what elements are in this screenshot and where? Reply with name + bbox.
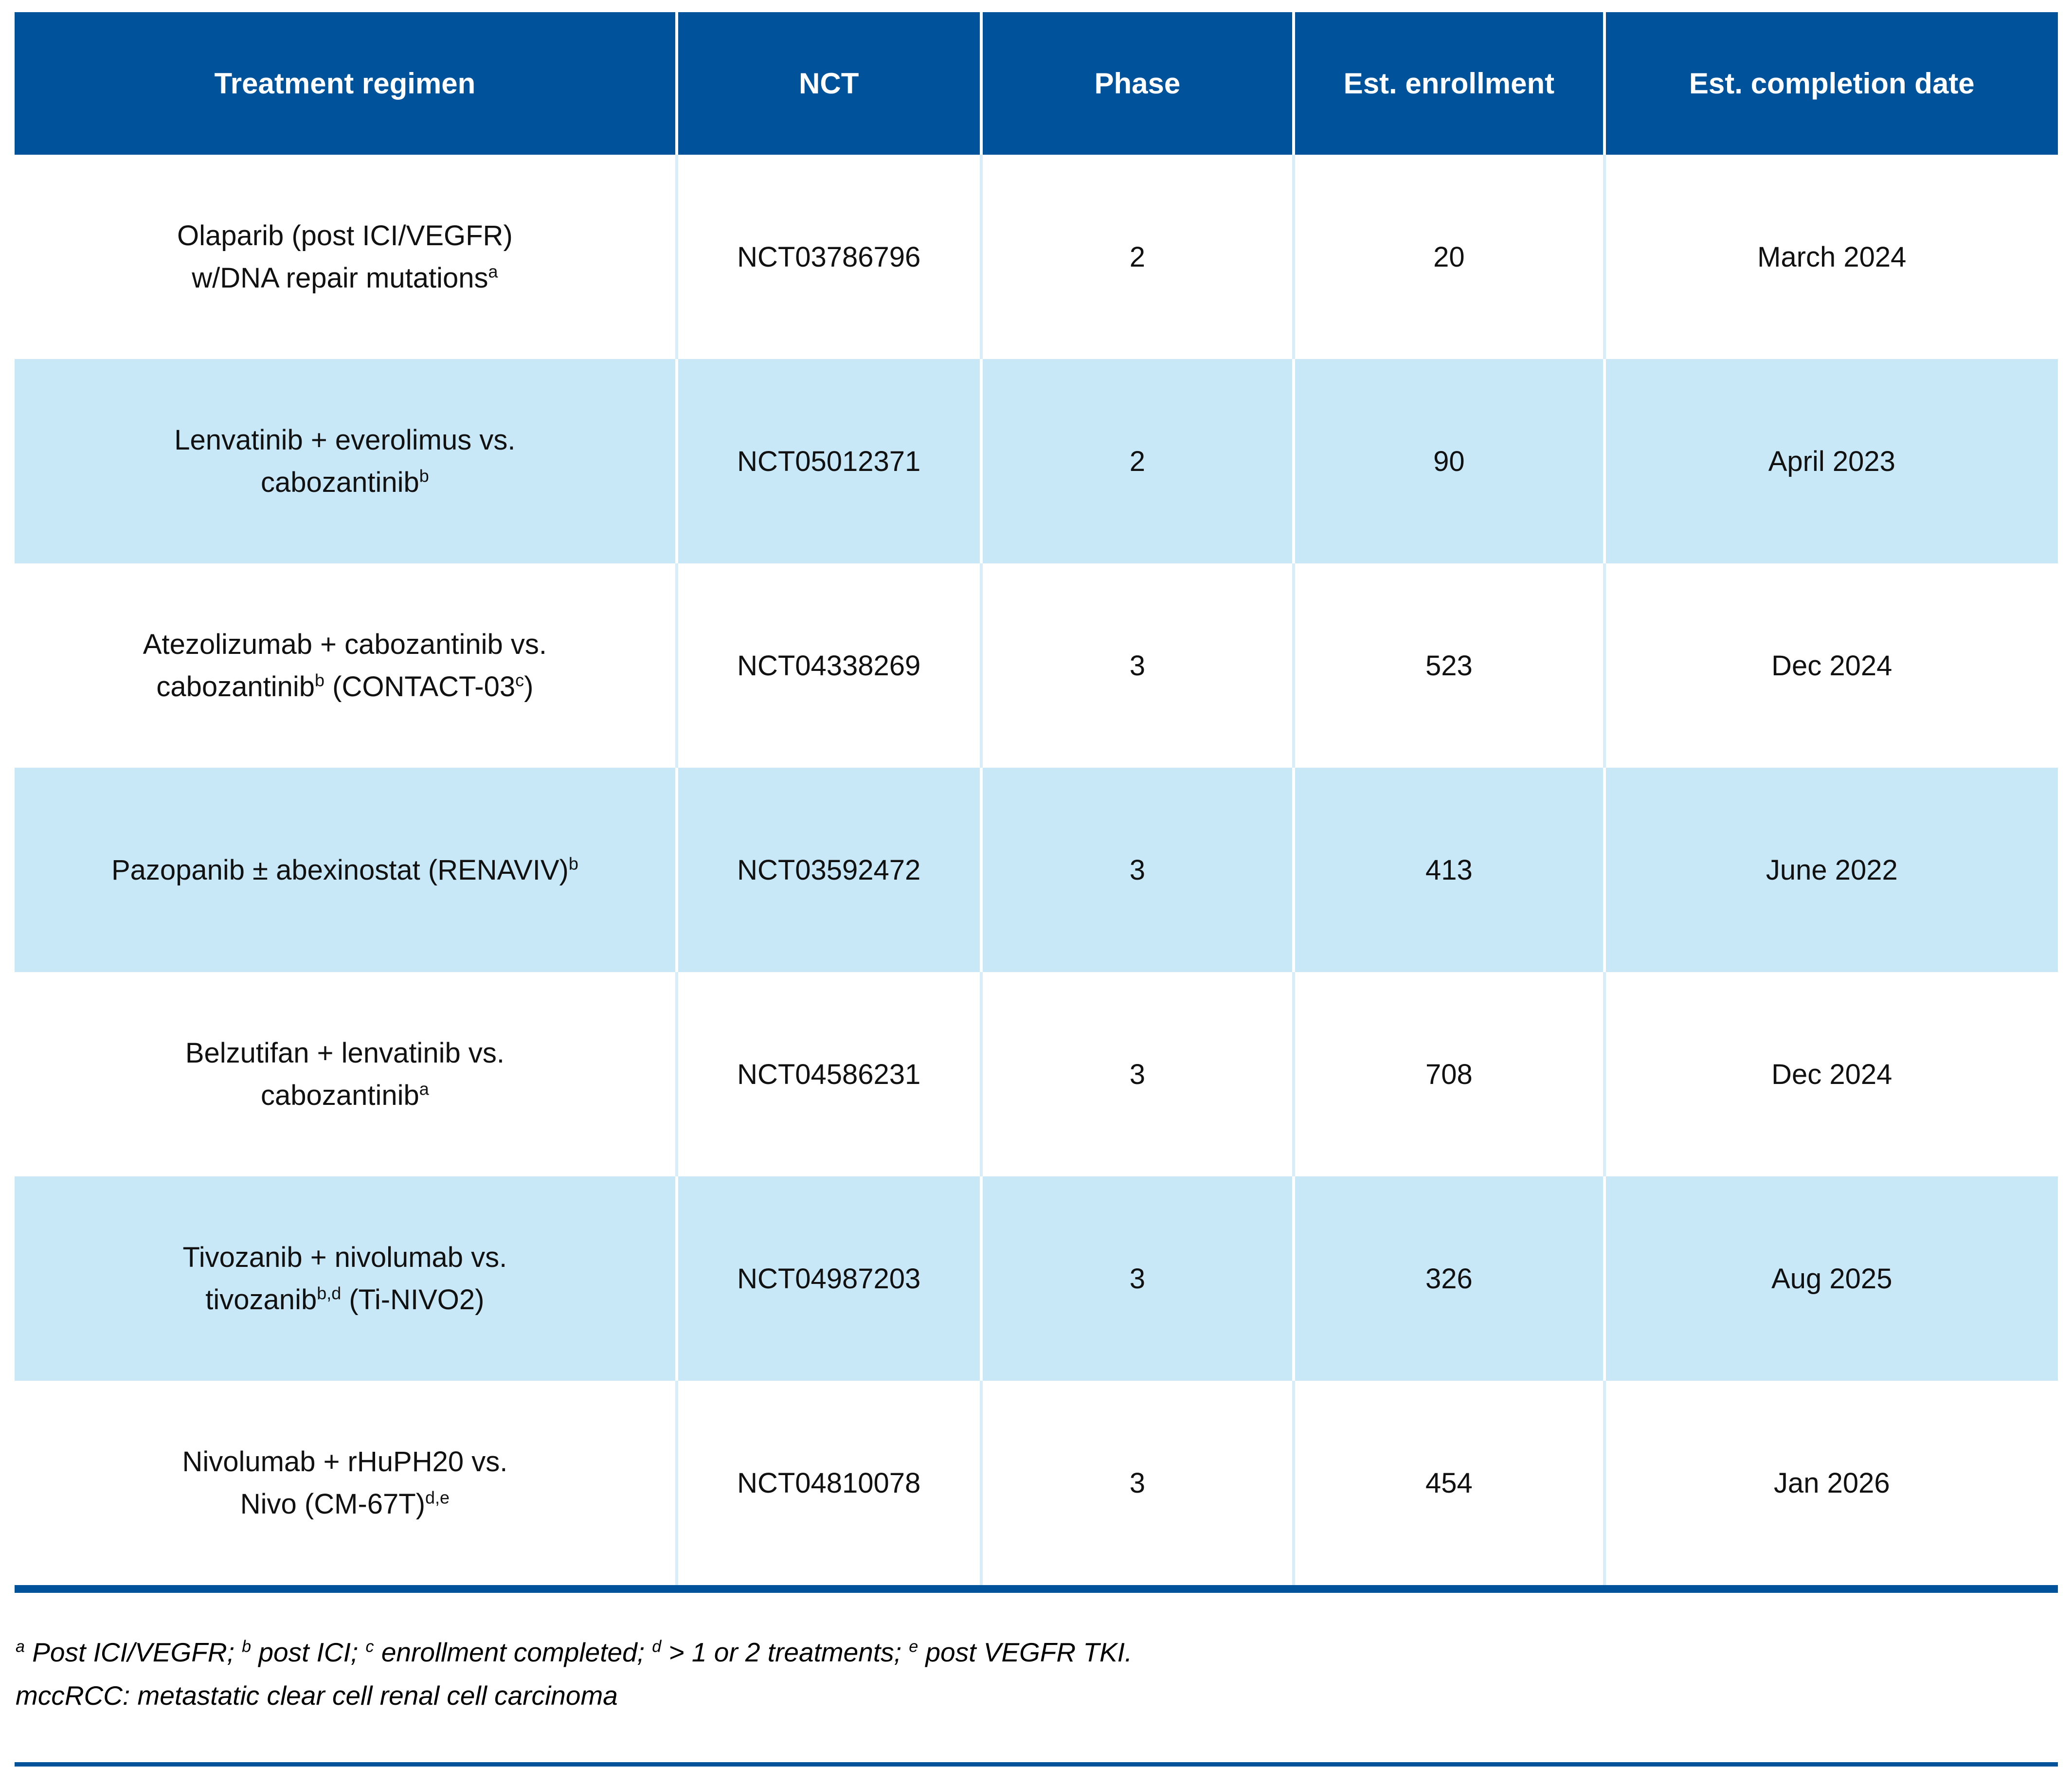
footnotes: a Post ICI/VEGFR; b post ICI; c enrollme…: [16, 1631, 2058, 1717]
cell-phase: 3: [979, 972, 1294, 1176]
table-row: Pazopanib ± abexinostat (RENAVIV)b NCT03…: [15, 768, 2058, 972]
cell-nct: NCT04810078: [675, 1381, 981, 1585]
table-header: Treatment regimen NCT Phase Est. enrollm…: [15, 12, 2058, 155]
cell-nct: NCT05012371: [675, 359, 981, 563]
cell-phase: 2: [979, 359, 1294, 563]
table-bottom-rule: [15, 1585, 2058, 1593]
treatment-regimen-text: Lenvatinib + everolimus vs. cabozantinibb: [174, 424, 516, 498]
column-header-phase: Phase: [979, 12, 1294, 155]
table-row: Nivolumab + rHuPH20 vs. Nivo (CM-67T)d,e …: [15, 1381, 2058, 1585]
cell-completion-date: June 2022: [1603, 768, 2058, 972]
treatment-regimen-text: Olaparib (post ICI/VEGFR) w/DNA repair mu…: [177, 220, 513, 294]
cell-enrollment: 523: [1292, 563, 1604, 768]
cell-phase: 3: [979, 563, 1294, 768]
table-body: Olaparib (post ICI/VEGFR) w/DNA repair mu…: [15, 155, 2058, 1585]
table-row: Lenvatinib + everolimus vs. cabozantinibb…: [15, 359, 2058, 563]
cell-enrollment: 454: [1292, 1381, 1604, 1585]
header-row: Treatment regimen NCT Phase Est. enrollm…: [15, 12, 2058, 155]
cell-phase: 3: [979, 768, 1294, 972]
treatment-regimen-text: Atezolizumab + cabozantinib vs. cabozanti…: [143, 629, 547, 703]
cell-completion-date: Dec 2024: [1603, 563, 2058, 768]
cell-treatment-regimen: Atezolizumab + cabozantinib vs. cabozanti…: [15, 563, 677, 768]
footnote-line-2: mccRCC: metastatic clear cell renal cell…: [16, 1680, 618, 1711]
page-bottom-rule: [15, 1762, 2058, 1767]
cell-treatment-regimen: Lenvatinib + everolimus vs. cabozantinibb: [15, 359, 677, 563]
cell-treatment-regimen: Nivolumab + rHuPH20 vs. Nivo (CM-67T)d,e: [15, 1381, 677, 1585]
treatment-regimen-text: Pazopanib ± abexinostat (RENAVIV)b: [111, 853, 578, 886]
column-header-treatment-regimen: Treatment regimen: [15, 12, 677, 155]
cell-enrollment: 413: [1292, 768, 1604, 972]
cell-nct: NCT04586231: [675, 972, 981, 1176]
cell-enrollment: 708: [1292, 972, 1604, 1176]
cell-treatment-regimen: Tivozanib + nivolumab vs. tivozanibb,d (T…: [15, 1176, 677, 1381]
table-row: Olaparib (post ICI/VEGFR) w/DNA repair mu…: [15, 155, 2058, 359]
cell-treatment-regimen: Olaparib (post ICI/VEGFR) w/DNA repair mu…: [15, 155, 677, 359]
cell-nct: NCT04987203: [675, 1176, 981, 1381]
cell-completion-date: April 2023: [1603, 359, 2058, 563]
cell-enrollment: 20: [1292, 155, 1604, 359]
clinical-trials-table: Treatment regimen NCT Phase Est. enrollm…: [15, 12, 2058, 1585]
cell-treatment-regimen: Pazopanib ± abexinostat (RENAVIV)b: [15, 768, 677, 972]
treatment-regimen-text: Nivolumab + rHuPH20 vs. Nivo (CM-67T)d,e: [182, 1446, 508, 1520]
cell-treatment-regimen: Belzutifan + lenvatinib vs. cabozantiniba: [15, 972, 677, 1176]
column-header-est-completion-date: Est. completion date: [1603, 12, 2058, 155]
column-header-nct: NCT: [675, 12, 981, 155]
cell-phase: 2: [979, 155, 1294, 359]
footnote-line-1: a Post ICI/VEGFR; b post ICI; c enrollme…: [16, 1637, 1133, 1667]
cell-completion-date: March 2024: [1603, 155, 2058, 359]
treatment-regimen-text: Tivozanib + nivolumab vs. tivozanibb,d (T…: [182, 1242, 507, 1316]
treatment-regimen-text: Belzutifan + lenvatinib vs. cabozantiniba: [185, 1037, 504, 1111]
cell-enrollment: 326: [1292, 1176, 1604, 1381]
cell-completion-date: Dec 2024: [1603, 972, 2058, 1176]
cell-phase: 3: [979, 1381, 1294, 1585]
cell-nct: NCT03786796: [675, 155, 981, 359]
cell-completion-date: Jan 2026: [1603, 1381, 2058, 1585]
column-header-est-enrollment: Est. enrollment: [1292, 12, 1604, 155]
table-row: Tivozanib + nivolumab vs. tivozanibb,d (T…: [15, 1176, 2058, 1381]
cell-nct: NCT04338269: [675, 563, 981, 768]
cell-completion-date: Aug 2025: [1603, 1176, 2058, 1381]
cell-nct: NCT03592472: [675, 768, 981, 972]
cell-enrollment: 90: [1292, 359, 1604, 563]
cell-phase: 3: [979, 1176, 1294, 1381]
table-row: Atezolizumab + cabozantinib vs. cabozanti…: [15, 563, 2058, 768]
table-row: Belzutifan + lenvatinib vs. cabozantiniba…: [15, 972, 2058, 1176]
